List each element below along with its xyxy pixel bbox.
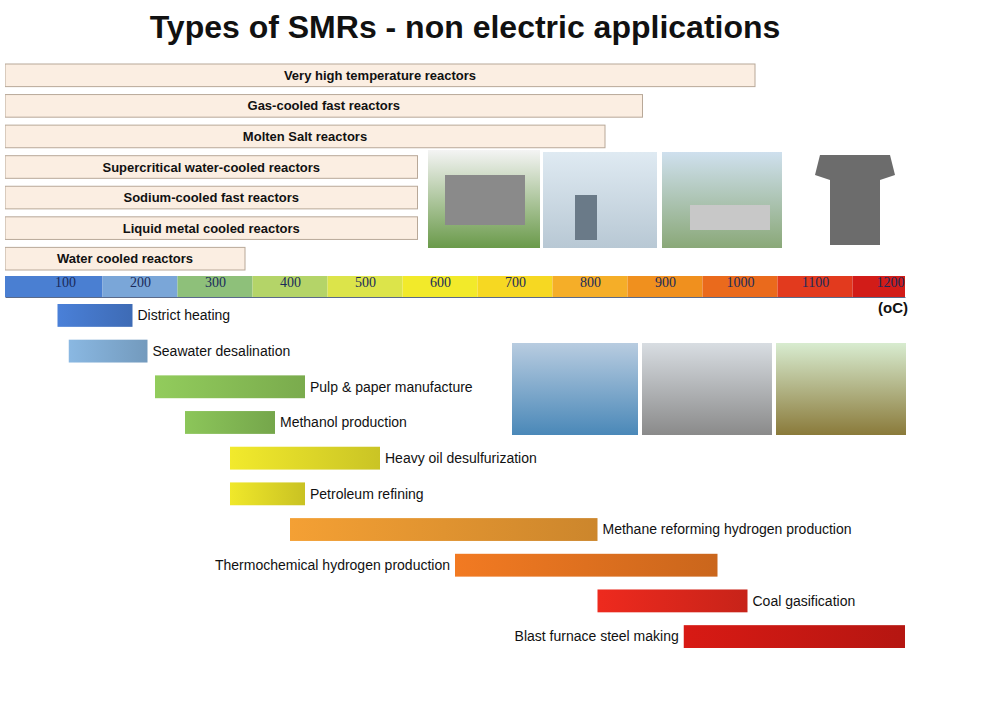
tick-label: 500 [355, 275, 376, 290]
application-label: Blast furnace steel making [515, 628, 679, 644]
tick-label: 200 [130, 275, 151, 290]
tick-label: 1000 [727, 275, 755, 290]
reactor-bar [5, 217, 418, 240]
tick: 1100 [802, 275, 829, 297]
application-label: Thermochemical hydrogen production [215, 557, 450, 573]
application-label: Heavy oil desulfurization [385, 450, 537, 466]
tick: 300 [205, 275, 226, 297]
illustration-vessel [575, 195, 597, 240]
reactor-bar [5, 125, 605, 148]
tick: 100 [55, 275, 76, 297]
application-label: Methane reforming hydrogen production [603, 521, 852, 537]
application-bar [598, 589, 748, 612]
reactor-bar [5, 156, 418, 179]
reactor-label: Molten Salt reactors [243, 129, 367, 144]
illustration [512, 343, 638, 435]
application-bar [69, 340, 148, 363]
axis-line [6, 297, 906, 298]
tick-label: 400 [280, 275, 301, 290]
application-bar [230, 482, 305, 505]
title: Types of SMRs - non electric application… [150, 9, 781, 45]
tick: 1200 [877, 275, 905, 297]
application-bar [155, 375, 305, 398]
chart: Types of SMRs - non electric application… [0, 0, 1000, 722]
application-label: Coal gasification [753, 593, 856, 609]
tick-label: 300 [205, 275, 226, 290]
reactor-label: Liquid metal cooled reactors [123, 221, 300, 236]
application-bar [684, 625, 905, 648]
reactor-label: Very high temperature reactors [284, 68, 476, 83]
labels: Very high temperature reactors Gas-cooled… [57, 68, 855, 645]
illustration [642, 343, 772, 435]
axis-band-cell [5, 276, 103, 297]
tick: 500 [355, 275, 376, 297]
tick-label: 700 [505, 275, 526, 290]
bars [5, 64, 905, 648]
application-label: Petroleum refining [310, 486, 424, 502]
reactor-bar [5, 247, 245, 270]
reactor-label: Supercritical water-cooled reactors [103, 160, 320, 175]
tick-label: 100 [55, 275, 76, 290]
tick: 1000 [727, 275, 755, 297]
application-bar [185, 411, 275, 434]
illustration-building [445, 175, 525, 225]
application-bar [230, 447, 380, 470]
tick-label: 800 [580, 275, 601, 290]
reactor-label: Water cooled reactors [57, 251, 193, 266]
illustration [428, 150, 540, 248]
reactor-label: Gas-cooled fast reactors [248, 98, 400, 113]
reactor-bar [5, 186, 418, 209]
tick: 400 [280, 275, 301, 297]
illustrations [428, 150, 906, 435]
reactor-bar [5, 64, 755, 87]
application-bar [455, 554, 718, 577]
reactor-bar [5, 95, 643, 118]
illustration [662, 152, 782, 248]
tick-label: 900 [655, 275, 676, 290]
illustration-reactor [815, 155, 895, 245]
application-label: Pulp & paper manufacture [310, 379, 473, 395]
tick: 900 [655, 275, 676, 297]
illustration [543, 152, 657, 248]
application-label: Methanol production [280, 414, 407, 430]
tick-label: 600 [430, 275, 451, 290]
reactor-label: Sodium-cooled fast reactors [123, 190, 299, 205]
application-bar [290, 518, 598, 541]
tick: 200 [130, 275, 151, 297]
tick: 600 [430, 275, 451, 297]
tick-label: 1100 [802, 275, 829, 290]
application-bar [58, 304, 133, 327]
illustration-plant [690, 205, 770, 230]
application-label: District heating [138, 307, 231, 323]
tick: 800 [580, 275, 601, 297]
illustration [776, 343, 906, 435]
x-axis-label: (oC) [878, 299, 908, 316]
tick-label: 1200 [877, 275, 905, 290]
application-label: Seawater desalination [153, 343, 291, 359]
tick: 700 [505, 275, 526, 297]
x-axis: 100 200 300 400 500 600 700 800 900 1000 1100 1200 [6, 275, 906, 298]
